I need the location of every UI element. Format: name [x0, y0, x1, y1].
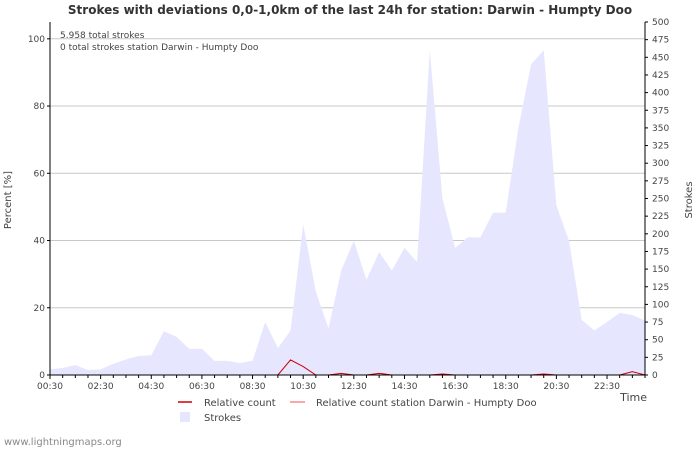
x-tick-label: 06:30: [189, 382, 215, 392]
left-tick-label: 20: [34, 304, 46, 314]
x-axis-label: Time: [619, 391, 647, 404]
left-axis-label: Percent [%]: [3, 171, 14, 229]
right-tick-label: 475: [652, 36, 669, 46]
right-tick-label: 100: [652, 300, 669, 310]
left-tick-label: 40: [34, 237, 46, 247]
right-ticks: 0 25 50 75 100 125 150 175 200 225 250 275 300 325 350…: [645, 18, 669, 381]
x-tick-label: 04:30: [138, 382, 164, 392]
right-tick-label: 25: [652, 353, 663, 363]
chart-canvas: 0 20 40 60 80 100 0 25 50 75 100 125 150 175 200 225 25…: [3, 18, 695, 424]
strokes-series: [50, 50, 645, 376]
x-tick-label: 18:30: [493, 382, 519, 392]
legend: Relative count Relative count station Da…: [178, 398, 537, 424]
left-tick-label: 0: [39, 371, 45, 381]
right-tick-label: 350: [652, 124, 669, 134]
credit-text: www.lightningmaps.org: [4, 437, 122, 448]
x-tick-label: 02:30: [88, 382, 114, 392]
right-tick-label: 300: [652, 159, 669, 169]
right-tick-label: 500: [652, 18, 669, 28]
left-tick-label: 100: [28, 35, 45, 45]
x-tick-label: 20:30: [543, 382, 569, 392]
x-tick-label: 08:30: [240, 382, 266, 392]
strokes-area: [50, 50, 645, 376]
right-tick-label: 375: [652, 106, 669, 116]
legend-relative-count-station: Relative count station Darwin - Humpty D…: [316, 398, 537, 409]
annotation-station-strokes: 0 total strokes station Darwin - Humpty …: [60, 43, 259, 53]
right-tick-label: 150: [652, 265, 669, 275]
chart-title: Strokes with deviations 0,0-1,0km of the…: [67, 3, 633, 17]
right-tick-label: 450: [652, 53, 669, 63]
left-ticks: 0 20 40 60 80 100: [28, 35, 50, 381]
right-tick-label: 275: [652, 177, 669, 187]
x-tick-label: 16:30: [442, 382, 468, 392]
right-tick-label: 225: [652, 212, 669, 222]
right-tick-label: 0: [652, 371, 658, 381]
left-tick-label: 80: [34, 102, 46, 112]
x-ticks: 00:30 02:30 04:30 06:30 08:30 10:30 12:30 14:30…: [37, 375, 646, 392]
legend-strokes-swatch: [180, 412, 190, 422]
right-tick-label: 50: [652, 336, 664, 346]
right-tick-label: 125: [652, 283, 669, 293]
legend-strokes: Strokes: [204, 413, 241, 424]
legend-relative-count: Relative count: [204, 398, 276, 409]
left-tick-label: 60: [34, 169, 46, 179]
right-tick-label: 325: [652, 142, 669, 152]
right-tick-label: 175: [652, 247, 669, 257]
right-axis-label: Strokes: [684, 181, 695, 218]
right-tick-label: 400: [652, 89, 669, 99]
x-tick-label: 10:30: [290, 382, 316, 392]
x-tick-label: 14:30: [391, 382, 417, 392]
annotation-total-strokes: 5.958 total strokes: [60, 31, 145, 41]
right-tick-label: 250: [652, 195, 669, 205]
right-tick-label: 425: [652, 71, 669, 81]
right-tick-label: 200: [652, 230, 669, 240]
x-tick-label: 22:30: [594, 382, 620, 392]
x-tick-label: 00:30: [37, 382, 63, 392]
x-tick-label: 12:30: [341, 382, 367, 392]
right-tick-label: 75: [652, 318, 663, 328]
